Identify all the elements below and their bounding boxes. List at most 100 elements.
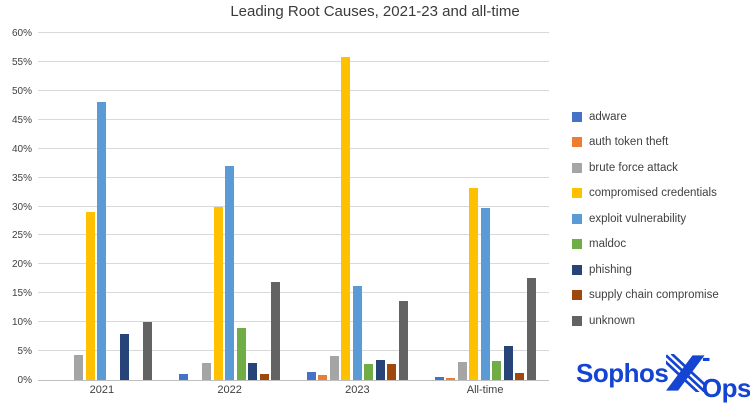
bar-supply-chain-compromise-2022 [259, 374, 269, 380]
gridline [38, 89, 549, 91]
bars [306, 33, 408, 380]
y-axis-tick-label: 0% [17, 375, 32, 386]
legend-swatch [572, 264, 582, 275]
bar-phishing-2021 [120, 333, 130, 380]
legend-label: supply chain compromise [589, 289, 719, 302]
bar-group-2023 [294, 33, 422, 380]
legend-swatch [572, 137, 582, 148]
bar-group-2021 [38, 33, 166, 380]
legend-swatch [572, 290, 582, 301]
y-axis: 0% 5% 10% 15% 20% 25% 30% 35% 40% 45% 50% 55% 60% [0, 28, 32, 386]
gridline [38, 292, 549, 294]
gridline [38, 60, 549, 62]
legend-label: auth token theft [589, 136, 669, 149]
y-axis-tick-label: 50% [11, 85, 32, 97]
x-axis: 2021 2022 2023 All-time [38, 384, 549, 400]
bar-phishing-All-time [503, 346, 513, 380]
logo-sophos-text: Sophos [576, 357, 669, 388]
bars [434, 33, 536, 380]
legend-label: unknown [589, 314, 636, 327]
bar-brute-force-attack-2022 [202, 363, 212, 380]
legend-label: phishing [589, 263, 632, 276]
y-axis-tick-label: 30% [11, 201, 32, 213]
legend-item-unknown: unknown [572, 308, 748, 334]
legend-swatch [572, 111, 582, 122]
logo-x-icon [666, 354, 705, 392]
legend-swatch [572, 188, 582, 199]
bar-maldoc-2022 [236, 327, 246, 380]
y-axis-tick-label: 45% [11, 114, 32, 126]
y-axis-tick-label: 55% [11, 56, 32, 68]
chart-title: Leading Root Causes, 2021-23 and all-tim… [230, 3, 520, 20]
legend-label: brute force attack [589, 161, 678, 174]
bar-brute-force-attack-2023 [329, 355, 339, 380]
logo-ops-text: -Ops [701, 342, 750, 403]
legend: adware auth token theft brute force attack… [572, 104, 748, 334]
bar-compromised-credentials-2023 [341, 57, 351, 380]
bar-adware-2023 [306, 372, 316, 380]
bar-maldoc-2023 [364, 363, 374, 380]
bar-exploit-vulnerability-All-time [480, 207, 490, 380]
gridline [38, 263, 549, 265]
legend-item-brute-force-attack: brute force attack [572, 155, 748, 181]
legend-item-exploit-vulnerability: exploit vulnerability [572, 206, 748, 232]
legend-label: adware [589, 110, 627, 123]
y-axis-tick-label: 35% [11, 172, 32, 184]
gridline [38, 118, 549, 120]
bar-unknown-2021 [143, 322, 153, 380]
bar-exploit-vulnerability-2021 [97, 102, 107, 380]
y-axis-tick-label: 20% [11, 259, 32, 271]
legend-label: maldoc [589, 238, 627, 251]
gridline [38, 147, 549, 149]
bar-group-All-time [421, 33, 549, 380]
legend-swatch [572, 213, 582, 224]
bar-auth-token-theft-2023 [318, 374, 328, 380]
gridline [38, 350, 549, 352]
bar-unknown-2023 [398, 300, 408, 380]
bar-unknown-All-time [526, 277, 536, 380]
legend-swatch [572, 162, 582, 173]
gridline [38, 321, 549, 323]
bar-unknown-2022 [271, 281, 281, 380]
x-axis-label: 2022 [217, 384, 242, 396]
y-axis-tick-label: 40% [11, 143, 32, 155]
legend-label: exploit vulnerability [589, 212, 687, 225]
gridline [38, 32, 549, 33]
legend-item-supply-chain-compromise: supply chain compromise [572, 283, 748, 309]
gridline [38, 205, 549, 207]
bar-compromised-credentials-2022 [213, 206, 223, 380]
x-axis-label: 2021 [89, 384, 115, 396]
legend-item-auth-token-theft: auth token theft [572, 130, 748, 156]
bar-group-2022 [166, 33, 294, 380]
y-axis-tick-label: 10% [11, 317, 32, 329]
y-axis-tick-label: 60% [11, 28, 32, 39]
sophos-xops-logo: Sophos -Ops [576, 342, 750, 403]
legend-item-adware: adware [572, 104, 748, 130]
legend-item-phishing: phishing [572, 257, 748, 283]
legend-label: compromised credentials [589, 187, 717, 200]
bar-phishing-2023 [375, 359, 385, 380]
plot-area [38, 32, 549, 381]
x-axis-label: All-time [466, 384, 504, 396]
bar-exploit-vulnerability-2022 [225, 166, 235, 380]
gridline [38, 234, 549, 236]
bar-supply-chain-compromise-All-time [515, 373, 525, 380]
legend-swatch [572, 315, 582, 326]
legend-item-maldoc: maldoc [572, 232, 748, 258]
bars [51, 33, 153, 380]
legend-item-compromised-credentials: compromised credentials [572, 181, 748, 207]
bar-maldoc-All-time [492, 360, 502, 380]
bar-adware-All-time [434, 376, 444, 380]
bar-compromised-credentials-All-time [469, 188, 479, 380]
bars [179, 33, 281, 380]
legend-swatch [572, 239, 582, 250]
y-axis-tick-label: 5% [17, 346, 32, 358]
bar-phishing-2022 [248, 362, 258, 380]
bar-brute-force-attack-2021 [74, 355, 84, 380]
x-axis-label: 2023 [345, 384, 370, 396]
bar-supply-chain-compromise-2023 [387, 363, 397, 380]
bar-groups [38, 33, 549, 380]
y-axis-tick-label: 15% [11, 288, 32, 300]
gridline [38, 176, 549, 178]
